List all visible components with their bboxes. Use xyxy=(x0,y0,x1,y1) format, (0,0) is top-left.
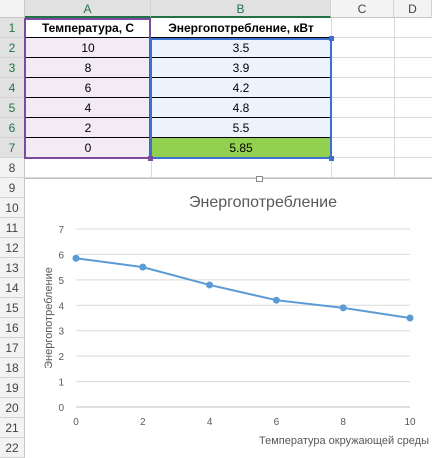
cell-b3[interactable]: 3.9 xyxy=(151,58,331,78)
header-energy[interactable]: Энергопотребление, кВт xyxy=(151,18,331,38)
y-tick-label: 0 xyxy=(58,403,64,414)
row-header-4[interactable]: 4 xyxy=(0,78,25,98)
y-tick-label: 1 xyxy=(58,378,64,389)
row-header-19[interactable]: 19 xyxy=(0,378,25,398)
cell-a3[interactable]: 8 xyxy=(25,58,151,78)
cell-a5[interactable]: 4 xyxy=(25,98,151,118)
row-header-7[interactable]: 7 xyxy=(0,138,25,158)
y-tick-label: 4 xyxy=(58,301,64,312)
row-gridline xyxy=(25,177,432,178)
row-header-3[interactable]: 3 xyxy=(0,58,25,78)
row-header-10[interactable]: 10 xyxy=(0,198,25,218)
x-tick-label: 10 xyxy=(404,417,416,428)
row-header-5[interactable]: 5 xyxy=(0,98,25,118)
cell-a4[interactable]: 6 xyxy=(25,78,151,98)
x-tick-label: 6 xyxy=(274,417,280,428)
row-header-8[interactable]: 8 xyxy=(0,158,25,178)
chart-svg: 0 1 2 3 4 5 6 7 0 2 4 6 8 10 Энергопотребление Температ… xyxy=(43,194,429,447)
row-header-2[interactable]: 2 xyxy=(0,38,25,58)
resize-handle-a[interactable] xyxy=(148,156,153,161)
row-header-16[interactable]: 16 xyxy=(0,318,25,338)
row-header-1[interactable]: 1 xyxy=(0,18,25,38)
row-header-20[interactable]: 20 xyxy=(0,398,25,418)
select-all-corner[interactable] xyxy=(0,0,25,18)
resize-handle-b-top[interactable] xyxy=(329,36,334,41)
row-header-22[interactable]: 22 xyxy=(0,438,25,458)
y-tick-label: 6 xyxy=(58,250,64,261)
data-point xyxy=(339,304,347,312)
column-header-a[interactable]: A xyxy=(25,0,151,18)
line-chart[interactable]: 0 1 2 3 4 5 6 7 0 2 4 6 8 10 Энергопотребление Температ… xyxy=(25,176,432,451)
y-tick-label: 2 xyxy=(58,352,64,363)
series-line xyxy=(75,257,411,319)
row-header-21[interactable]: 21 xyxy=(0,418,25,438)
cell-a6[interactable]: 2 xyxy=(25,118,151,138)
row-header-12[interactable]: 12 xyxy=(0,238,25,258)
row-header-15[interactable]: 15 xyxy=(0,298,25,318)
cell-b4[interactable]: 4.2 xyxy=(151,78,331,98)
column-header-c[interactable]: C xyxy=(331,0,394,18)
row-header-11[interactable]: 11 xyxy=(0,218,25,238)
data-point xyxy=(206,281,214,289)
header-temperature[interactable]: Температура, С xyxy=(25,18,151,38)
column-header-d[interactable]: D xyxy=(394,0,432,18)
data-point xyxy=(406,314,414,322)
cell-b2[interactable]: 3.5 xyxy=(151,38,331,58)
cell-b6[interactable]: 5.5 xyxy=(151,118,331,138)
y-tick-label: 3 xyxy=(58,327,64,338)
data-point xyxy=(272,296,280,304)
data-point xyxy=(139,263,147,271)
row-header-6[interactable]: 6 xyxy=(0,118,25,138)
y-tick-label: 7 xyxy=(58,225,64,236)
cell-b5[interactable]: 4.8 xyxy=(151,98,331,118)
row-header-9[interactable]: 9 xyxy=(0,178,25,198)
y-axis-label: Энергопотребление xyxy=(43,267,55,369)
column-header-b[interactable]: B xyxy=(151,0,331,18)
chart-resize-handle[interactable] xyxy=(256,176,263,182)
x-tick-label: 8 xyxy=(340,417,346,428)
cell-b7[interactable]: 5.85 xyxy=(151,138,331,158)
row-header-14[interactable]: 14 xyxy=(0,278,25,298)
row-header-18[interactable]: 18 xyxy=(0,358,25,378)
chart-title: Энергопотребление xyxy=(189,194,337,211)
x-axis-label: Температура окружающей среды xyxy=(259,435,429,447)
row-header-17[interactable]: 17 xyxy=(0,338,25,358)
cell-a2[interactable]: 10 xyxy=(25,38,151,58)
row-header-13[interactable]: 13 xyxy=(0,258,25,278)
x-tick-label: 0 xyxy=(73,417,79,428)
data-point xyxy=(72,254,80,262)
resize-handle-b-bottom[interactable] xyxy=(329,156,334,161)
x-tick-label: 2 xyxy=(140,417,146,428)
x-tick-label: 4 xyxy=(207,417,213,428)
cell-a7[interactable]: 0 xyxy=(25,138,151,158)
column-gridline xyxy=(394,18,395,178)
column-gridline xyxy=(331,18,332,178)
y-tick-label: 5 xyxy=(58,276,64,287)
